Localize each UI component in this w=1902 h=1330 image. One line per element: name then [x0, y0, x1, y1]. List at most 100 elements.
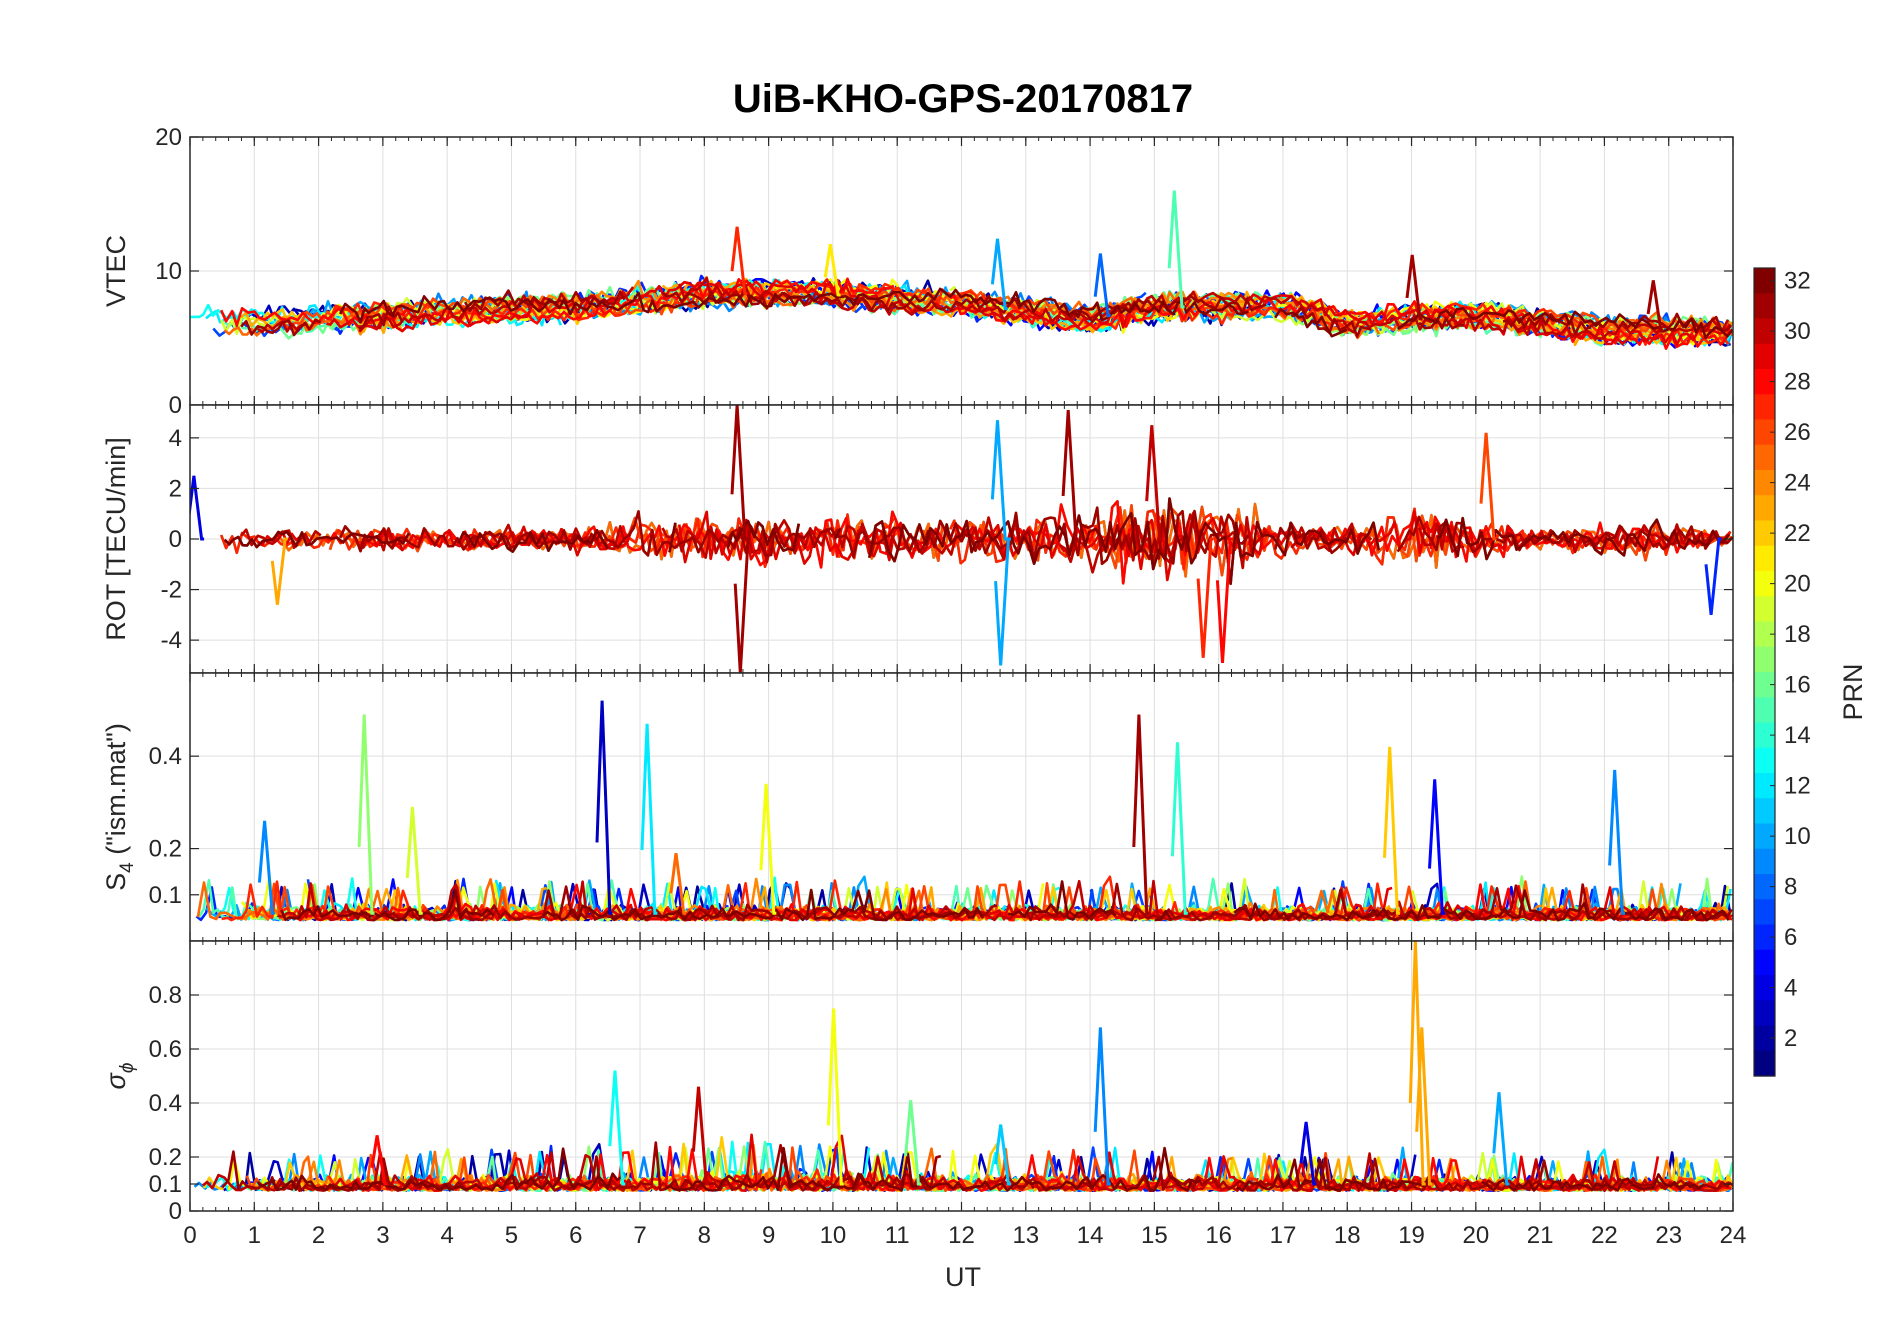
colorbar-swatch	[1754, 596, 1775, 623]
series-line-prn-32	[833, 527, 842, 540]
colorbar-tick-label: 24	[1784, 470, 1811, 497]
series-line-prn-28	[220, 277, 895, 328]
series-line-prn-30	[1290, 522, 1373, 554]
x-tick-label: 10	[820, 1222, 847, 1249]
series-line-prn-32	[868, 497, 1381, 586]
series-line-prn-32	[541, 888, 985, 922]
series-line-prn-30	[463, 523, 626, 551]
series-peak	[1093, 253, 1111, 318]
colorbar-swatch	[1754, 874, 1775, 900]
y-tick-label: 0.1	[149, 882, 182, 909]
x-tick-label: 12	[948, 1222, 975, 1249]
y-tick-label: 4	[169, 425, 182, 452]
series-peak	[257, 820, 275, 915]
colorbar-swatch	[1754, 1025, 1775, 1052]
colorbar-swatch	[1754, 773, 1775, 799]
series-peak	[823, 243, 841, 297]
panel-s4: 0.1 0.2 0.4 S4 ("ism.mat")	[101, 672, 1734, 942]
colorbar-swatch	[1754, 470, 1775, 496]
colorbar-swatch	[1754, 268, 1775, 294]
series-line-prn-22	[257, 308, 307, 322]
colorbar-tick-label: 26	[1784, 419, 1811, 446]
chart-title: UiB-KHO-GPS-20170817	[733, 77, 1193, 121]
panel-rot: -4 -2 0 2 4 ROT [TECU/min]	[101, 404, 1734, 674]
y-axis-label-s4: S4 ("ism.mat")	[101, 723, 138, 891]
series-line-prn-32	[664, 1146, 1202, 1192]
x-tick-label: 15	[1141, 1222, 1168, 1249]
y-tick-label: -4	[161, 627, 182, 654]
series-peak	[1428, 779, 1445, 915]
series-peak	[370, 1135, 388, 1186]
colorbar-tick-label: 6	[1784, 924, 1797, 951]
colorbar-tick-label: 28	[1784, 369, 1811, 396]
x-tick-label: 18	[1334, 1222, 1361, 1249]
colorbar-tick-label: 2	[1784, 1025, 1797, 1052]
series-line-prn-29	[1350, 886, 1393, 921]
series-line-prn-31	[240, 318, 322, 337]
series-line-prn-32	[1233, 889, 1730, 922]
x-tick-label: 9	[762, 1222, 775, 1249]
colorbar-tick-label: 22	[1784, 520, 1811, 547]
series-line-prn-30	[956, 290, 1730, 340]
panel-ticks	[189, 405, 1734, 673]
x-axis: 0 1 2 3 4 5 6 7 8 9 10 11 12 13 14 15 16 17 18 19 20 21 22 23 24	[183, 1222, 1746, 1249]
series-line-prn-32	[256, 1147, 623, 1192]
x-tick-label: 3	[376, 1222, 389, 1249]
series-peak	[990, 238, 1008, 311]
panel-ticks	[189, 136, 1734, 406]
series-line-prn-32	[726, 519, 801, 552]
y-label-subscript: ϕ	[117, 1063, 138, 1074]
y-tick-label: 0.2	[149, 836, 182, 863]
series-peak	[994, 1124, 1011, 1186]
series-line-prn-31	[1291, 306, 1372, 338]
series-line-prn-31	[339, 506, 1250, 566]
x-tick-label: 20	[1462, 1222, 1489, 1249]
colorbar-tick-label: 16	[1784, 672, 1811, 699]
series-peak	[730, 226, 748, 295]
y-tick-label: 10	[155, 258, 182, 285]
x-tick-label: 17	[1270, 1222, 1297, 1249]
colorbar-tick-label: 20	[1784, 571, 1811, 598]
x-tick-label: 5	[505, 1222, 518, 1249]
series-peak	[1408, 941, 1426, 1186]
y-tick-label: 20	[155, 124, 182, 151]
panel-vtec: 0 10 20 VTEC	[101, 124, 1734, 419]
series-line-prn-32	[1436, 516, 1731, 561]
colorbar-swatch	[1754, 975, 1775, 1001]
series-peak	[730, 405, 748, 541]
series-line-prn-29	[987, 903, 1296, 922]
colorbar-swatch	[1754, 823, 1775, 850]
series-peak	[1646, 280, 1664, 333]
colorbar-swatch	[1754, 394, 1775, 421]
colorbar-swatch	[1754, 1050, 1775, 1077]
x-tick-label: 2	[312, 1222, 325, 1249]
series-peak	[733, 537, 751, 673]
x-tick-label: 1	[248, 1222, 261, 1249]
y-label-main: S	[101, 873, 131, 891]
series-peak	[190, 475, 205, 541]
colorbar-tick-label: 12	[1784, 773, 1811, 800]
series-peak	[1132, 714, 1150, 915]
colorbar-tick-label: 32	[1784, 268, 1811, 295]
panel-ticks	[189, 941, 1734, 1212]
series-line-prn-32	[1235, 1158, 1430, 1192]
series-line-prn-27	[1299, 882, 1732, 922]
colorbar-swatch	[1754, 621, 1775, 648]
colorbar-swatch	[1754, 369, 1775, 395]
colorbar-tick-label: 30	[1784, 318, 1811, 345]
series-peak	[1492, 1092, 1510, 1186]
series-peak	[1170, 742, 1188, 915]
series-line-prn-32	[339, 287, 1249, 324]
series-peak	[608, 1070, 626, 1186]
x-tick-label: 8	[698, 1222, 711, 1249]
colorbar-swatch	[1754, 1000, 1775, 1027]
series-peak	[357, 714, 375, 915]
colorbar-swatch	[1754, 495, 1775, 522]
series-peak	[990, 420, 1008, 541]
colorbar-tick-label: 18	[1784, 621, 1811, 648]
y-axis-label-sigma: σϕ	[101, 1063, 138, 1090]
x-axis-label: UT	[945, 1262, 981, 1292]
